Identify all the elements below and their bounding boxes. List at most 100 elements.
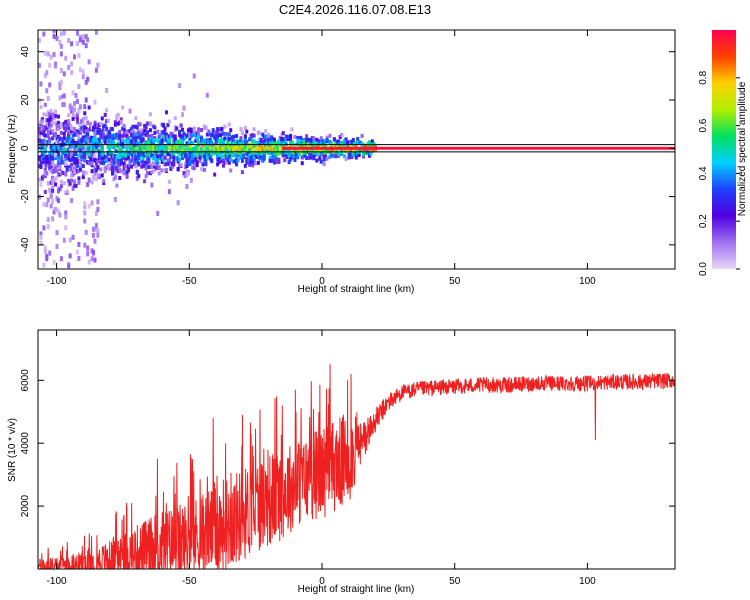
spectrogram-cell [45, 70, 49, 76]
spectrogram-cell [169, 166, 173, 171]
spectrogram-cell [256, 146, 260, 151]
spectrogram-cell [121, 105, 125, 110]
spectrogram-cell [103, 139, 107, 144]
spectrogram-cell [143, 128, 147, 133]
spectrogram-cell [102, 160, 106, 165]
spectrogram-cell [81, 34, 85, 40]
spectrogram-cell [49, 54, 53, 60]
spectrogram-cell [93, 136, 97, 141]
spectrogram-cell [251, 148, 255, 153]
spectrogram-y-axis-label: Frequency (Hz) [7, 115, 18, 184]
spectrogram-cell [148, 112, 152, 117]
spectrogram-cell [39, 231, 43, 237]
spectrogram-cell [54, 131, 58, 137]
spectrogram-cell [249, 135, 253, 140]
spectrogram-cell [84, 229, 88, 235]
spectrogram-cell [297, 151, 301, 156]
snr-panel: -100 -50 0 50 100 2000 4000 6000 Height of stra… [7, 329, 676, 595]
spectrogram-cell [191, 140, 195, 145]
spectrogram-cell [125, 170, 129, 175]
spectrogram-cell [281, 153, 285, 158]
spectrogram-cell [68, 181, 72, 186]
spectrogram-cell [75, 249, 79, 255]
spectrogram-cell [131, 136, 135, 141]
spectrogram-cell [94, 210, 98, 216]
y-tick-label: 0 [20, 145, 31, 151]
spectrogram-cell [54, 113, 58, 118]
spectrogram-cell [148, 144, 152, 149]
spectrogram-cell [229, 157, 233, 162]
spectrogram-cell [52, 209, 56, 215]
spectrogram-cell [135, 175, 139, 181]
spectrogram-cell [100, 116, 104, 121]
spectrogram-cell [216, 136, 220, 141]
spectrogram-cell [54, 61, 58, 67]
spectrogram-cell [92, 175, 96, 181]
spectrogram-cell [227, 132, 231, 137]
spectrogram-cell [337, 152, 341, 157]
spectrogram-cell [176, 139, 180, 144]
spectrogram-cell [221, 141, 225, 146]
spectrogram-cell [86, 37, 90, 43]
spectrogram-cell [173, 116, 177, 121]
spectrogram-cell [125, 130, 129, 135]
y-tick-label: 40 [20, 46, 31, 58]
spectrogram-cell [71, 185, 75, 191]
spectrogram-cell [67, 119, 71, 125]
spectrogram-cell [49, 109, 53, 114]
spectrogram-cell [179, 123, 183, 128]
spectrogram-cell [144, 125, 148, 130]
spectrogram-cell [51, 129, 55, 134]
spectrogram-cell [39, 81, 43, 87]
spectrogram-cell [119, 119, 123, 125]
spectrogram-cell [134, 154, 138, 159]
spectrogram-cell [144, 174, 148, 179]
spectrogram-cell [128, 108, 132, 114]
spectrogram-cell [243, 163, 247, 168]
spectrogram-cell [94, 30, 98, 35]
spectrogram-cell [100, 129, 104, 134]
spectrogram-cell [106, 118, 110, 123]
spectrogram-cell [302, 139, 306, 144]
spectrogram-cell [210, 158, 214, 163]
spectrogram-marks [38, 30, 675, 269]
spectrogram-cell [213, 133, 217, 138]
spectrogram-cell [167, 189, 171, 195]
spectrogram-cell [93, 123, 97, 128]
spectrogram-cell [230, 153, 234, 158]
spectrogram-cell [346, 140, 350, 145]
spectrogram-cell [86, 251, 90, 257]
spectrogram-cell [183, 152, 187, 157]
spectrogram-cell [71, 116, 75, 121]
spectrogram-cell [194, 133, 198, 138]
spectrogram-cell [239, 143, 243, 148]
spectrogram-cell [220, 155, 224, 160]
spectrogram-cell [143, 179, 147, 184]
spectrogram-cell [51, 216, 55, 222]
spectrogram-cell [64, 128, 68, 133]
spectrogram-cell [75, 98, 79, 104]
spectrogram-cell [118, 129, 122, 134]
spectrogram-cell [328, 154, 332, 159]
spectrogram-cell [256, 160, 260, 165]
spectrogram-cell [261, 132, 265, 137]
spectrogram-cell [146, 130, 150, 135]
spectrogram-cell [194, 138, 198, 143]
spectrogram-cell [124, 139, 128, 144]
spectrogram-cell [188, 137, 192, 142]
spectrogram-cell [103, 112, 107, 117]
spectrogram-cell [178, 129, 182, 134]
spectrogram-cell [110, 127, 114, 132]
spectrogram-cell [62, 237, 66, 243]
spectrogram-cell [77, 255, 81, 261]
spectrogram-cell [156, 210, 160, 216]
spectrogram-cell [321, 144, 325, 149]
spectrogram-cell [290, 140, 294, 145]
spectrogram-cell [89, 122, 93, 127]
spectrogram-cell [255, 141, 259, 146]
spectrogram-cell [178, 157, 182, 162]
spectrogram-cell [254, 161, 258, 166]
spectrogram-cell [42, 225, 46, 231]
spectrogram-cell [92, 128, 96, 133]
spectrogram-cell [129, 133, 133, 138]
